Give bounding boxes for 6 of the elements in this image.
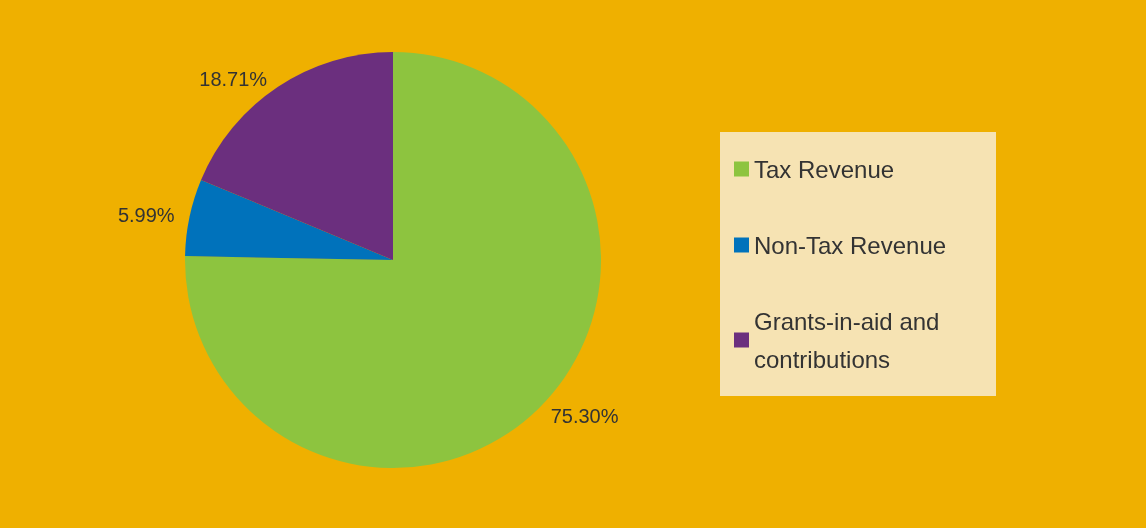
legend-label: Tax Revenue	[754, 155, 895, 183]
legend-label: Grants-in-aid and contributions	[754, 307, 947, 373]
data-label: 5.99%	[117, 204, 175, 227]
data-label: 75.30%	[550, 404, 619, 427]
data-label: 18.71%	[199, 67, 268, 90]
legend-label: Non-Tax Revenue	[754, 231, 947, 259]
